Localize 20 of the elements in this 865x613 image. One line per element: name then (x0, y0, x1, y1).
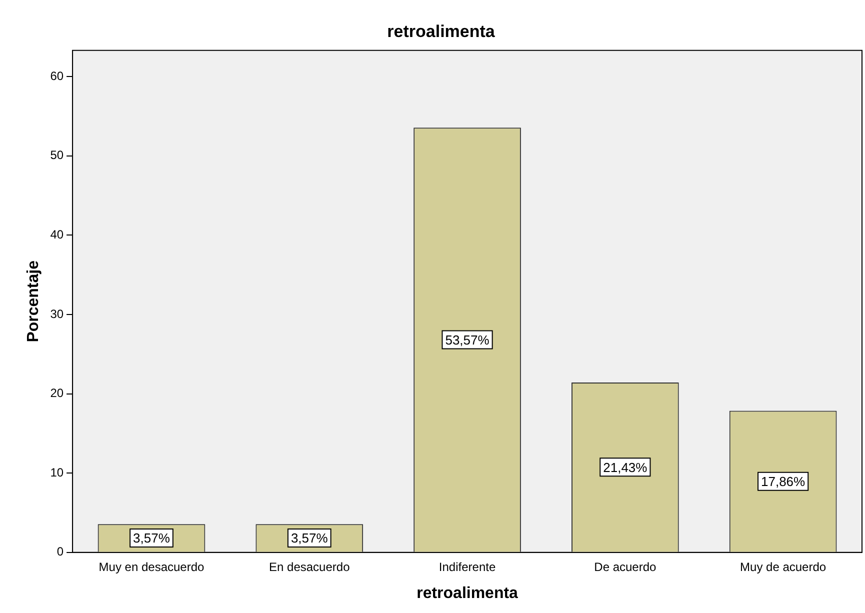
y-tick-label: 0 (56, 544, 64, 559)
x-tick-label: En desacuerdo (269, 560, 350, 574)
chart-title: retroalimenta (387, 22, 496, 41)
data-label: 21,43% (603, 460, 648, 475)
x-tick-label: De acuerdo (594, 560, 657, 574)
y-tick-label: 40 (50, 227, 64, 242)
y-tick-label: 60 (50, 68, 64, 83)
data-label: 17,86% (761, 474, 806, 489)
y-tick-label: 50 (50, 148, 64, 162)
y-tick-label: 10 (50, 465, 64, 480)
data-label: 3,57% (290, 530, 328, 546)
y-tick-label: 30 (50, 306, 64, 321)
x-axis-title: retroalimenta (416, 584, 518, 602)
data-label: 53,57% (445, 332, 490, 348)
data-label: 3,57% (133, 530, 170, 546)
x-tick-label: Muy de acuerdo (740, 560, 826, 574)
y-axis-title: Porcentaje (25, 260, 42, 342)
x-tick-label: Muy en desacuerdo (98, 560, 205, 574)
x-tick-label: Indiferente (438, 560, 496, 574)
y-tick-label: 20 (50, 386, 64, 400)
